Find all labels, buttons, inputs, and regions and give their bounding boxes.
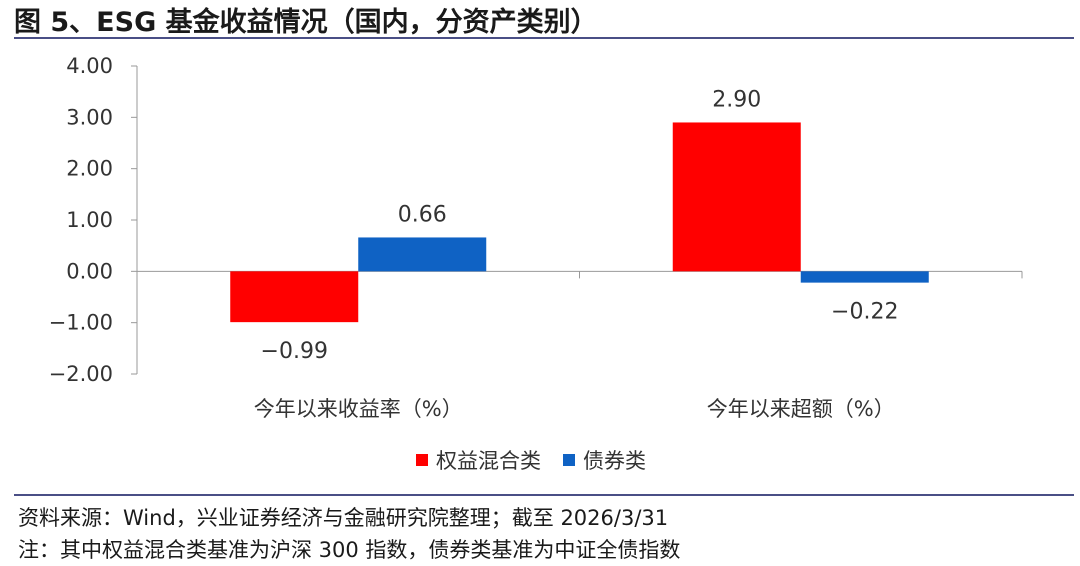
x-category-label: 今年以来收益率（%）: [254, 397, 463, 421]
legend-item-equity: 权益混合类: [416, 445, 541, 475]
chart-legend: 权益混合类 债券类: [416, 445, 668, 475]
y-tick-label: −2.00: [49, 362, 113, 386]
bar-bond: [800, 271, 929, 283]
legend-item-bond: 债券类: [563, 445, 646, 475]
footnote: 注：其中权益混合类基准为沪深 300 指数，债券类基准为中证全债指数: [18, 538, 681, 562]
bar-equity: [230, 271, 359, 323]
data-label: 0.66: [398, 202, 447, 227]
legend-label-bond: 债券类: [583, 449, 646, 473]
legend-swatch-bond: [563, 454, 575, 466]
footer-rule: [14, 494, 1074, 496]
y-tick-label: 1.00: [66, 208, 113, 232]
x-category-label: 今年以来超额（%）: [707, 397, 895, 421]
bar-equity: [672, 122, 801, 272]
data-label: 2.90: [712, 87, 761, 112]
title-rule: [14, 37, 1074, 39]
y-tick-label: 3.00: [66, 105, 113, 129]
figure-title: 图 5、ESG 基金收益情况（国内，分资产类别）: [14, 7, 598, 38]
source-note: 资料来源：Wind，兴业证券经济与金融研究院整理；截至 2026/3/31: [18, 506, 669, 530]
y-tick-label: 4.00: [66, 54, 113, 78]
bar-bond: [358, 237, 487, 272]
legend-label-equity: 权益混合类: [436, 449, 541, 473]
data-label: −0.99: [261, 339, 328, 364]
y-tick-label: 2.00: [66, 157, 113, 181]
y-tick-label: 0.00: [66, 259, 113, 283]
bar-chart: 4.00 3.00 2.00 1.00 0.00 −1.00 −2.00 −0.99 0.66 今…: [49, 54, 1023, 421]
legend-swatch-equity: [416, 454, 428, 466]
y-tick-label: −1.00: [49, 311, 113, 335]
data-label: −0.22: [831, 300, 898, 325]
